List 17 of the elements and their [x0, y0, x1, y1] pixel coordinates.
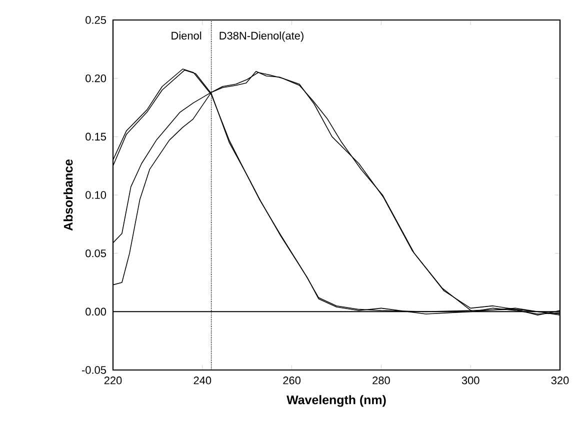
- y-tick-label: 0.25: [86, 16, 106, 24]
- x-tick-label: 300: [462, 376, 480, 384]
- annotation: Dienol: [172, 32, 202, 40]
- x-tick-label: 280: [372, 376, 390, 384]
- x-tick-label: 220: [104, 376, 122, 384]
- y-tick-label: 0.00: [86, 308, 106, 316]
- annotation: D38N-Dienol(ate): [220, 32, 304, 42]
- y-tick-label: -0.05: [82, 366, 106, 374]
- y-tick-label: 0.20: [86, 74, 106, 82]
- y-tick-label: 0.05: [86, 249, 106, 258]
- y-axis-title: Absorbance: [64, 159, 73, 231]
- x-axis-title: Wavelength (nm): [286, 395, 386, 407]
- y-tick-label: 0.15: [86, 132, 106, 141]
- x-tick-label: 260: [283, 376, 301, 384]
- x-tick-label: 320: [551, 376, 569, 384]
- y-tick-label: 0.10: [86, 191, 106, 199]
- x-tick-label: 240: [194, 376, 212, 384]
